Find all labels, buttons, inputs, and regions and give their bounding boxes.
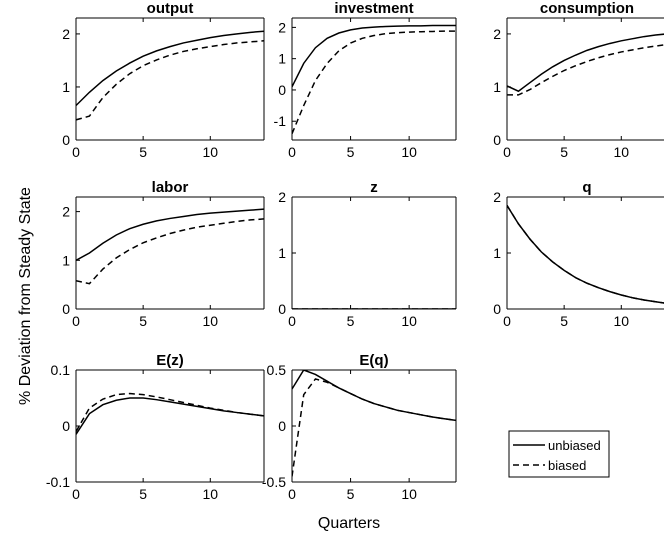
series-line-unbiased-3 <box>76 208 264 261</box>
y-tick-label-1-1: 0 <box>278 82 286 98</box>
x-tick-label-6-0: 0 <box>72 486 80 502</box>
x-tick-label-5-1: 5 <box>560 313 568 329</box>
y-tick-label-5-0: 0 <box>493 301 501 317</box>
series-line-unbiased-7 <box>292 370 456 422</box>
x-tick-label-4-2: 10 <box>401 313 417 329</box>
x-tick-label-6-1: 5 <box>139 486 147 502</box>
y-tick-label-6-0: -0.1 <box>46 474 70 490</box>
x-tick-label-4-0: 0 <box>288 313 296 329</box>
y-tick-label-4-1: 1 <box>278 245 286 261</box>
series-line-biased-3 <box>76 218 264 285</box>
x-tick-label-2-1: 5 <box>560 144 568 160</box>
series-line-unbiased-5 <box>507 205 664 304</box>
legend-label-biased: biased <box>548 458 586 473</box>
subplot-3: labor 0 5 10 0 1 2 <box>62 179 265 329</box>
subplot-0: output 0 5 10 0 1 2 <box>62 0 265 160</box>
series-line-biased-2 <box>507 44 664 96</box>
legend-label-unbiased: unbiased <box>548 438 601 453</box>
subplot-title-1: investment <box>334 0 413 17</box>
x-tick-label-6-2: 10 <box>202 486 218 502</box>
y-tick-label-3-1: 1 <box>62 252 70 268</box>
x-tick-label-1-0: 0 <box>288 144 296 160</box>
y-tick-label-2-2: 2 <box>493 26 501 42</box>
x-tick-label-2-0: 0 <box>503 144 511 160</box>
figure-ylabel: % Deviation from Steady State <box>17 187 34 405</box>
x-tick-label-3-2: 10 <box>202 313 218 329</box>
x-tick-label-7-1: 5 <box>347 486 355 502</box>
x-tick-label-1-1: 5 <box>347 144 355 160</box>
subplot-5: q 0 5 10 0 1 2 <box>493 179 664 329</box>
y-tick-label-0-1: 1 <box>62 79 70 95</box>
subplot-title-5: q <box>582 179 591 196</box>
x-tick-label-1-2: 10 <box>401 144 417 160</box>
subplot-title-7: E(q) <box>359 352 388 369</box>
y-tick-label-6-1: 0 <box>62 418 70 434</box>
y-tick-label-5-1: 1 <box>493 245 501 261</box>
x-tick-label-5-2: 10 <box>613 313 629 329</box>
y-tick-label-2-0: 0 <box>493 132 501 148</box>
x-tick-label-5-0: 0 <box>503 313 511 329</box>
y-tick-label-0-2: 2 <box>62 26 70 42</box>
subplot-title-4: z <box>370 179 378 196</box>
series-line-biased-1 <box>292 30 456 135</box>
x-tick-label-0-0: 0 <box>72 144 80 160</box>
x-tick-label-3-0: 0 <box>72 313 80 329</box>
subplot-4: z 0 5 10 0 1 2 <box>278 179 457 329</box>
y-tick-label-4-2: 2 <box>278 189 286 205</box>
x-tick-label-2-2: 10 <box>613 144 629 160</box>
x-tick-label-0-1: 5 <box>139 144 147 160</box>
x-tick-label-7-0: 0 <box>288 486 296 502</box>
figure-xlabel: Quarters <box>318 515 380 532</box>
x-tick-label-0-2: 10 <box>202 144 218 160</box>
series-line-unbiased-6 <box>76 397 264 435</box>
subplot-6: E(z)0 5 10-0.100.1 <box>46 352 265 502</box>
x-tick-label-3-1: 5 <box>139 313 147 329</box>
subplot-7: E(q)0 5 10-0.500.5 <box>262 352 457 502</box>
legend: unbiased biased <box>508 430 610 478</box>
subplot-2: consumption 0 5 10 0 1 2 <box>493 0 664 160</box>
y-tick-label-0-0: 0 <box>62 132 70 148</box>
y-tick-label-7-1: 0 <box>278 418 286 434</box>
x-tick-label-7-2: 10 <box>401 486 417 502</box>
y-tick-label-3-2: 2 <box>62 204 70 220</box>
subplot-title-2: consumption <box>540 0 634 17</box>
subplot-title-0: output <box>147 0 194 17</box>
x-tick-label-4-1: 5 <box>347 313 355 329</box>
y-tick-label-6-2: 0.1 <box>51 362 71 378</box>
series-line-unbiased-2 <box>507 33 664 93</box>
y-tick-label-7-2: 0.5 <box>267 362 287 378</box>
series-line-biased-5 <box>507 205 664 304</box>
subplot-title-3: labor <box>152 179 189 196</box>
y-tick-label-5-2: 2 <box>493 189 501 205</box>
series-line-unbiased-1 <box>292 24 456 88</box>
legend-box <box>508 430 610 478</box>
y-tick-label-2-1: 1 <box>493 79 501 95</box>
y-tick-label-1-3: 2 <box>278 19 286 35</box>
y-tick-label-7-0: -0.5 <box>262 474 286 490</box>
series-line-unbiased-0 <box>76 30 264 107</box>
series-line-biased-0 <box>76 40 264 121</box>
subplot-title-6: E(z) <box>156 352 184 369</box>
y-tick-label-3-0: 0 <box>62 301 70 317</box>
y-tick-label-1-2: 1 <box>278 51 286 67</box>
series-line-biased-7 <box>292 378 456 477</box>
y-tick-label-1-0: -1 <box>274 113 287 129</box>
series-line-biased-6 <box>76 392 264 432</box>
y-tick-label-4-0: 0 <box>278 301 286 317</box>
